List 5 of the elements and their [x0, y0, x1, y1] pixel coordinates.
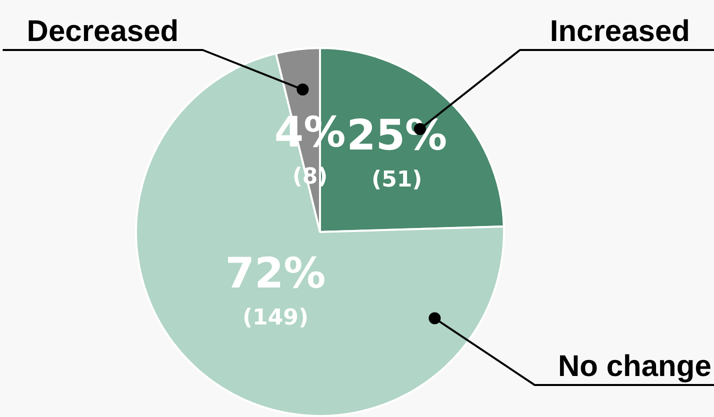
data-label: 72% (149) — [225, 248, 326, 330]
data-label: 25% (51) — [346, 110, 448, 192]
slice-label: Increased — [550, 15, 690, 48]
slice-label: Decreased — [26, 15, 179, 48]
slice-label: No change — [558, 350, 712, 383]
